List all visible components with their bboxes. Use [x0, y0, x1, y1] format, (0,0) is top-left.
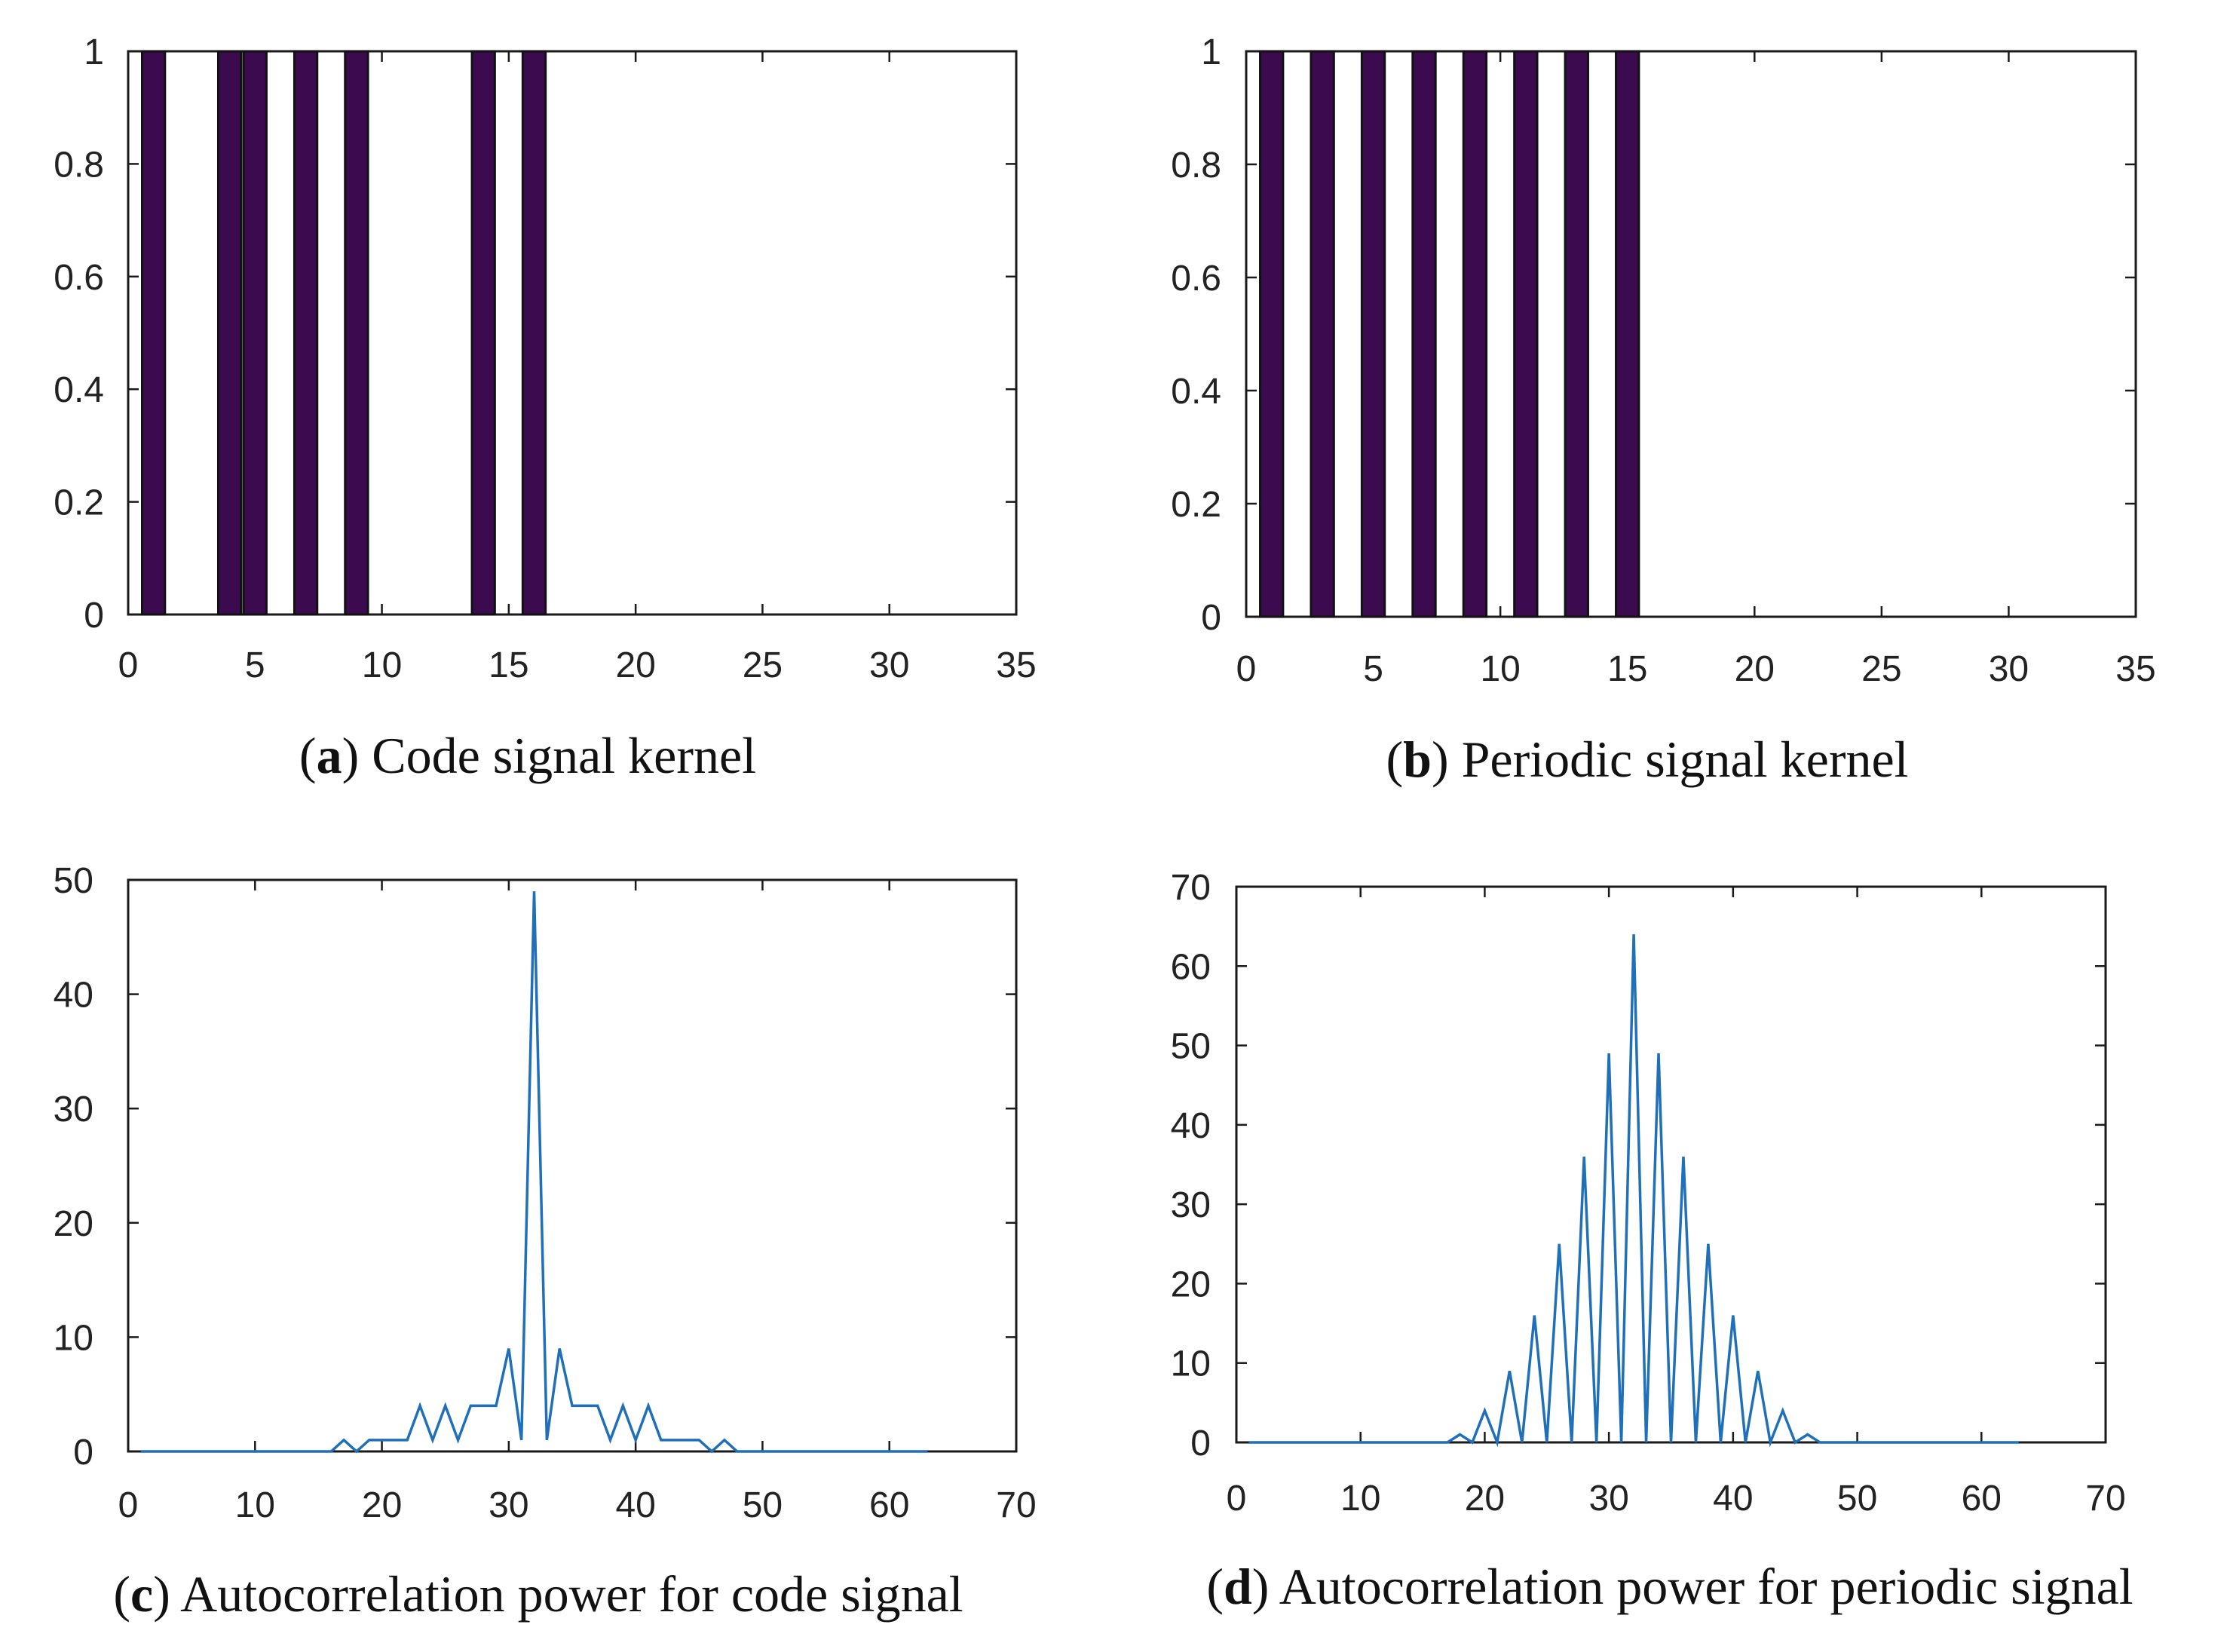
y-tick-label-b: 0.6 — [1171, 259, 1221, 299]
x-tick-label-d: 20 — [1465, 1479, 1505, 1519]
caption-b: (b) Periodic signal kernel — [1386, 731, 1908, 788]
y-tick-label-c: 0 — [73, 1433, 93, 1473]
bar-b-15 — [1615, 50, 1640, 618]
bar-a-7 — [293, 50, 319, 616]
x-tick-label-b: 0 — [1236, 649, 1257, 689]
x-tick-label-d: 70 — [2085, 1479, 2125, 1519]
y-tick-label-c: 50 — [54, 861, 93, 901]
x-tick-label-b: 20 — [1735, 649, 1775, 689]
y-tick-label-d: 20 — [1171, 1264, 1211, 1304]
bar-a-16 — [521, 50, 547, 616]
bar-a-9 — [344, 50, 369, 616]
bar-b-11 — [1513, 50, 1539, 618]
x-tick-label-a: 35 — [996, 645, 1036, 685]
x-tick-label-a: 15 — [489, 645, 528, 685]
caption-letter-b: b — [1403, 731, 1432, 788]
x-tick-label-b: 15 — [1607, 649, 1647, 689]
x-tick-label-b: 30 — [1989, 649, 2029, 689]
axes-box-c — [127, 878, 1018, 1453]
y-tick-label-d: 50 — [1171, 1027, 1211, 1067]
y-tick-label-a: 1 — [84, 32, 104, 72]
y-tick-label-b: 0 — [1201, 598, 1221, 638]
caption-text-d: Autocorrelation power for periodic signa… — [1279, 1558, 2134, 1615]
y-tick-label-c: 10 — [54, 1318, 93, 1358]
panel-a: 0 5 10 15 20 25 30 35 0 0.2 0.4 0.6 0.8 1 — [54, 32, 1036, 685]
x-tick-label-b: 5 — [1363, 649, 1383, 689]
y-tick-label-b: 0.2 — [1171, 485, 1221, 525]
bar-b-1 — [1259, 50, 1285, 618]
y-tick-label-d: 60 — [1171, 947, 1211, 987]
x-tick-label-a: 10 — [362, 645, 402, 685]
panel-b: 0 5 10 15 20 25 30 35 0 0.2 0.4 0.6 0.8 1 — [1171, 32, 2155, 689]
x-tick-label-d: 40 — [1713, 1479, 1753, 1519]
x-tick-label-d: 30 — [1588, 1479, 1628, 1519]
series-line-c — [140, 891, 928, 1454]
caption-letter-c: c — [130, 1565, 153, 1623]
x-tick-label-a: 30 — [869, 645, 909, 685]
x-tick-label-c: 50 — [743, 1485, 783, 1525]
x-tick-label-c: 20 — [362, 1485, 402, 1525]
bar-a-5 — [242, 50, 268, 616]
panel-d: 0 10 20 30 40 50 60 70 0 10 20 30 40 50 60 70 — [1171, 868, 2126, 1519]
x-tick-label-a: 0 — [118, 645, 139, 685]
bar-b-7 — [1411, 50, 1437, 618]
y-tick-label-d: 0 — [1190, 1424, 1211, 1464]
x-tick-label-d: 10 — [1340, 1479, 1380, 1519]
x-tick-label-d: 60 — [1962, 1479, 2002, 1519]
x-tick-label-c: 10 — [235, 1485, 275, 1525]
y-tick-label-d: 30 — [1171, 1185, 1211, 1225]
y-tick-label-c: 20 — [54, 1204, 93, 1244]
bar-b-13 — [1564, 50, 1589, 618]
x-tick-label-a: 25 — [743, 645, 783, 685]
bar-b-3 — [1310, 50, 1335, 618]
y-tick-label-a: 0.8 — [54, 145, 104, 185]
x-tick-label-b: 35 — [2115, 649, 2155, 689]
bar-b-9 — [1462, 50, 1488, 618]
x-tick-label-c: 30 — [489, 1485, 528, 1525]
x-tick-label-b: 25 — [1861, 649, 1901, 689]
panel-c: 0 10 20 30 40 50 60 70 0 10 20 30 40 50 — [54, 861, 1037, 1525]
caption-d: (d) Autocorrelation power for periodic s… — [1206, 1558, 2133, 1615]
caption-letter-a: a — [317, 727, 342, 784]
caption-text-c: Autocorrelation power for code signal — [180, 1565, 963, 1623]
y-tick-label-c: 40 — [54, 976, 93, 1016]
axes-box-a — [127, 50, 1018, 616]
y-tick-label-d: 40 — [1171, 1106, 1211, 1146]
caption-letter-d: d — [1224, 1558, 1252, 1615]
bar-a-4 — [216, 50, 243, 616]
x-tick-label-b: 10 — [1480, 649, 1520, 689]
x-tick-label-c: 60 — [869, 1485, 909, 1525]
y-tick-label-b: 1 — [1201, 32, 1221, 72]
y-tick-label-b: 0.8 — [1171, 146, 1221, 185]
axes-box-d — [1235, 885, 2107, 1444]
caption-c: (c) Autocorrelation power for code signa… — [113, 1565, 963, 1623]
bar-a-14 — [470, 50, 496, 616]
caption-text-b: Periodic signal kernel — [1462, 731, 1909, 788]
y-tick-label-d: 70 — [1171, 868, 1211, 908]
y-tick-label-a: 0.6 — [54, 258, 104, 298]
x-tick-label-a: 5 — [245, 645, 265, 685]
axes-box-b — [1245, 50, 2137, 618]
x-tick-label-a: 20 — [615, 645, 655, 685]
y-tick-label-c: 30 — [54, 1090, 93, 1129]
bar-b-5 — [1360, 50, 1386, 618]
x-tick-label-c: 40 — [615, 1485, 655, 1525]
caption-a: (a) Code signal kernel — [299, 727, 756, 784]
x-tick-label-d: 50 — [1837, 1479, 1877, 1519]
caption-text-a: Code signal kernel — [372, 727, 756, 784]
y-tick-label-d: 10 — [1171, 1344, 1211, 1384]
y-tick-label-a: 0.2 — [54, 483, 104, 523]
y-tick-label-a: 0.4 — [54, 370, 104, 410]
series-line-d — [1248, 934, 2019, 1448]
y-tick-label-a: 0 — [84, 596, 104, 636]
bar-a-1 — [141, 50, 167, 616]
y-tick-label-b: 0.4 — [1171, 372, 1221, 412]
x-tick-label-c: 70 — [996, 1485, 1036, 1525]
x-tick-label-c: 0 — [118, 1485, 139, 1525]
x-tick-label-d: 0 — [1227, 1479, 1247, 1519]
